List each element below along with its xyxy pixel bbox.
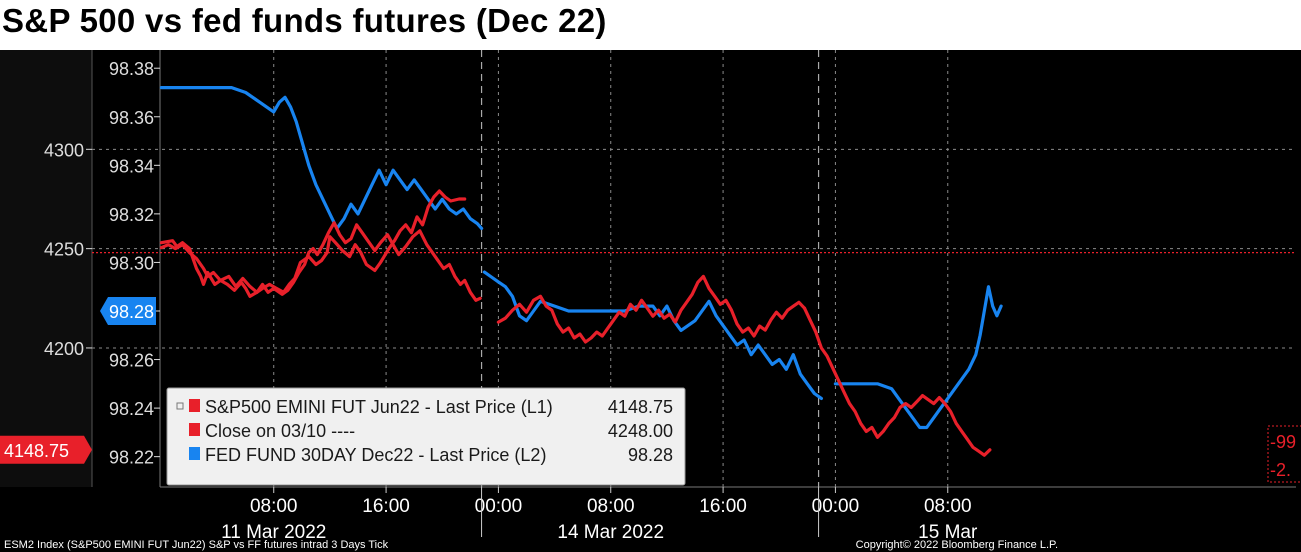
x-axis-tick-label: 16:00 bbox=[699, 496, 747, 517]
sp500-line bbox=[802, 306, 992, 457]
legend-value: 4148.75 bbox=[608, 397, 673, 417]
series-lines bbox=[159, 86, 1003, 457]
left-axis-panel bbox=[0, 50, 92, 487]
edge-labels: -99-2. bbox=[1267, 425, 1301, 483]
legend-box bbox=[166, 387, 686, 486]
fedfund-axis-tick-label: 98.26 bbox=[109, 351, 154, 371]
legend-collapse-icon bbox=[176, 402, 184, 410]
x-axis-tick-label: 08:00 bbox=[587, 496, 635, 517]
footer: ESM2 Index (S&P500 EMINI FUT Jun22) S&P … bbox=[4, 539, 1058, 551]
legend-label: Close on 03/10 ---- bbox=[205, 421, 355, 441]
fedfund-last-value-badge bbox=[100, 296, 156, 325]
edge-label: -99 bbox=[1270, 432, 1296, 452]
fedfund-axis-tick-label: 98.38 bbox=[109, 59, 154, 79]
last-value-badges: 4148.75 98.28 bbox=[0, 296, 156, 464]
sp500-line bbox=[159, 189, 467, 298]
sp500-line bbox=[496, 274, 807, 344]
fedfund-last-value-text: 98.28 bbox=[109, 302, 154, 322]
x-axis: 08:00 16:00 00:00 08:00 16:00 00:00 08:00 11 Ma… bbox=[221, 487, 978, 543]
fedfund-line bbox=[482, 270, 823, 400]
legend-swatch bbox=[189, 447, 200, 460]
left-axis-ticks: 4200 4250 4300 bbox=[44, 140, 92, 359]
legend-label: FED FUND 30DAY Dec22 - Last Price (L2) bbox=[205, 445, 546, 465]
x-axis-date-label: 11 Mar 2022 bbox=[221, 522, 326, 543]
fedfund-axis-tick-label: 98.30 bbox=[109, 253, 154, 273]
legend-value: 98.28 bbox=[628, 445, 673, 465]
x-axis-tick-label: 16:00 bbox=[362, 496, 410, 517]
sp500-line bbox=[159, 221, 482, 302]
x-axis-date-label: 14 Mar 2022 bbox=[557, 522, 664, 543]
fedfund-line bbox=[833, 285, 1003, 430]
right-axis-ticks: 98.22 98.24 98.26 98.28 98.30 98.32 98.34 98.36… bbox=[109, 59, 160, 468]
legend-swatch bbox=[189, 423, 200, 436]
x-axis-tick-label: 00:00 bbox=[475, 496, 523, 517]
fedfund-axis-tick-label: 98.24 bbox=[109, 399, 154, 419]
legend-value: 4248.00 bbox=[608, 421, 673, 441]
x-axis-tick-label: 00:00 bbox=[812, 496, 860, 517]
fedfund-line bbox=[159, 86, 484, 230]
fedfund-axis-tick-label: 98.34 bbox=[109, 156, 154, 176]
left-axis-tick-label: 4200 bbox=[44, 339, 84, 359]
x-axis-tick-label: 08:00 bbox=[924, 496, 972, 517]
legend-swatch bbox=[189, 399, 200, 412]
legend-label: S&P500 EMINI FUT Jun22 - Last Price (L1) bbox=[205, 397, 553, 417]
edge-label: -2. bbox=[1270, 460, 1291, 480]
x-axis-date-label: 15 Mar bbox=[918, 522, 978, 543]
left-axis-tick-label: 4300 bbox=[44, 140, 84, 160]
fedfund-axis-tick-label: 98.32 bbox=[109, 205, 154, 225]
fedfund-axis-tick-label: 98.22 bbox=[109, 448, 154, 468]
footer-source: ESM2 Index (S&P500 EMINI FUT Jun22) S&P … bbox=[4, 539, 389, 551]
edge-label-box bbox=[1267, 425, 1301, 483]
chart-title: S&P 500 vs fed funds futures (Dec 22) bbox=[2, 2, 607, 39]
fedfund-axis-tick-label: 98.36 bbox=[109, 108, 154, 128]
sp500-last-value-badge bbox=[0, 435, 92, 464]
footer-copyright: Copyright© 2022 Bloomberg Finance L.P. bbox=[856, 539, 1058, 551]
legend: S&P500 EMINI FUT Jun22 - Last Price (L1)… bbox=[166, 387, 686, 486]
sp500-last-value-text: 4148.75 bbox=[4, 441, 69, 461]
x-axis-tick-label: 08:00 bbox=[250, 496, 298, 517]
left-axis-tick-label: 4250 bbox=[44, 240, 84, 260]
